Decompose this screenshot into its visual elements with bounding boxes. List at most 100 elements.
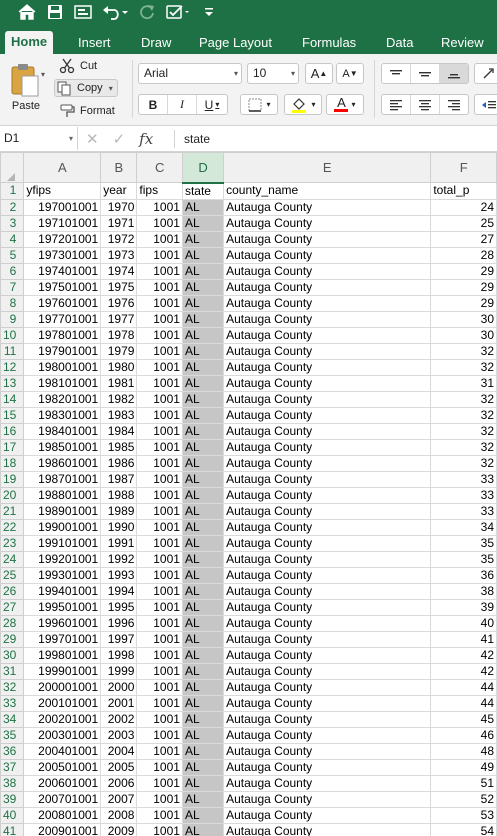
cell-c[interactable]: 1001 [136, 262, 183, 280]
cell-b1[interactable]: year [100, 182, 138, 200]
cell-a[interactable]: 198701001 [23, 470, 102, 488]
cell-f[interactable]: 38 [430, 582, 497, 600]
cell-f[interactable]: 51 [430, 774, 497, 792]
cell-b[interactable]: 1988 [100, 486, 138, 504]
row-header[interactable]: 37 [0, 758, 25, 776]
cell-c[interactable]: 1001 [136, 438, 183, 456]
row-header[interactable]: 39 [0, 790, 25, 808]
cell-d[interactable]: AL [181, 630, 225, 648]
tab-draw[interactable]: Draw [141, 35, 172, 50]
edit-checkmark-icon[interactable] [164, 1, 192, 23]
cell-a[interactable]: 197801001 [23, 326, 102, 344]
cell-b[interactable]: 1991 [100, 534, 138, 552]
underline-button[interactable]: U ▾ [204, 97, 220, 112]
cell-e[interactable]: Autauga County [223, 694, 432, 712]
cell-c[interactable]: 1001 [136, 518, 183, 536]
cell-c[interactable]: 1001 [136, 454, 183, 472]
row-header[interactable]: 9 [0, 310, 25, 328]
cell-c[interactable]: 1001 [136, 822, 183, 836]
present-icon[interactable] [72, 1, 94, 23]
cell-c[interactable]: 1001 [136, 214, 183, 232]
cell-f[interactable]: 32 [430, 342, 497, 360]
cell-b[interactable]: 1993 [100, 566, 138, 584]
cell-a[interactable]: 200101001 [23, 694, 102, 712]
decrease-font-size-button[interactable]: A ▼ [336, 63, 364, 84]
cell-a[interactable]: 200701001 [23, 790, 102, 808]
cell-e[interactable]: Autauga County [223, 326, 432, 344]
cell-d[interactable]: AL [181, 470, 225, 488]
cell-b[interactable]: 1974 [100, 262, 138, 280]
cell-a[interactable]: 200801001 [23, 806, 102, 824]
cell-b[interactable]: 1976 [100, 294, 138, 312]
cell-b[interactable]: 2005 [100, 758, 138, 776]
cell-d[interactable]: AL [181, 582, 225, 600]
cell-a1[interactable]: yfips [23, 182, 102, 200]
cell-c[interactable]: 1001 [136, 390, 183, 408]
cell-f[interactable]: 32 [430, 358, 497, 376]
cell-e[interactable]: Autauga County [223, 422, 432, 440]
cell-a[interactable]: 199301001 [23, 566, 102, 584]
font-name-select[interactable]: Arial ▾ [138, 63, 242, 84]
cell-b[interactable]: 1970 [100, 198, 138, 216]
cell-f[interactable]: 32 [430, 454, 497, 472]
cell-d[interactable]: AL [181, 486, 225, 504]
row-header[interactable]: 35 [0, 726, 25, 744]
spreadsheet-grid[interactable]: A B C D E F 1 yfips year fips state coun… [0, 152, 497, 836]
cell-e[interactable]: Autauga County [223, 790, 432, 808]
customize-toolbar-icon[interactable] [198, 1, 220, 23]
cell-b[interactable]: 1998 [100, 646, 138, 664]
decrease-indent-button[interactable] [474, 94, 497, 115]
tab-data[interactable]: Data [386, 35, 414, 50]
cell-a[interactable]: 197701001 [23, 310, 102, 328]
cell-f[interactable]: 36 [430, 566, 497, 584]
cell-a[interactable]: 198501001 [23, 438, 102, 456]
cell-b[interactable]: 1981 [100, 374, 138, 392]
name-box[interactable]: D1 ▾ [0, 127, 78, 150]
cell-d[interactable]: AL [181, 646, 225, 664]
paste-dropdown-icon[interactable]: ▾ [41, 70, 46, 79]
cell-d[interactable]: AL [181, 310, 225, 328]
cell-b[interactable]: 2000 [100, 678, 138, 696]
cell-f[interactable]: 24 [430, 198, 497, 216]
cell-e[interactable]: Autauga County [223, 502, 432, 520]
cell-d1-active[interactable]: state [181, 182, 225, 200]
column-header-f[interactable]: F [430, 152, 497, 183]
cell-a[interactable]: 199701001 [23, 630, 102, 648]
cell-a[interactable]: 198901001 [23, 502, 102, 520]
row-header[interactable]: 7 [0, 278, 25, 296]
cell-a[interactable]: 198201001 [23, 390, 102, 408]
tab-formulas[interactable]: Formulas [302, 35, 357, 50]
cell-c[interactable]: 1001 [136, 710, 183, 728]
cell-d[interactable]: AL [181, 598, 225, 616]
row-header[interactable]: 26 [0, 582, 25, 600]
tab-home[interactable]: Home [5, 31, 54, 54]
cell-b[interactable]: 1989 [100, 502, 138, 520]
cell-d[interactable]: AL [181, 806, 225, 824]
cell-f[interactable]: 40 [430, 614, 497, 632]
cell-d[interactable]: AL [181, 374, 225, 392]
cell-e[interactable]: Autauga County [223, 262, 432, 280]
cell-c[interactable]: 1001 [136, 726, 183, 744]
undo-icon[interactable] [100, 1, 130, 23]
cell-f[interactable]: 54 [430, 822, 497, 836]
cell-d[interactable]: AL [181, 230, 225, 248]
cell-e[interactable]: Autauga County [223, 214, 432, 232]
cell-e[interactable]: Autauga County [223, 310, 432, 328]
cell-c[interactable]: 1001 [136, 198, 183, 216]
cell-f[interactable]: 48 [430, 742, 497, 760]
cell-f[interactable]: 29 [430, 294, 497, 312]
cell-b[interactable]: 1992 [100, 550, 138, 568]
cell-a[interactable]: 199101001 [23, 534, 102, 552]
formula-input[interactable]: state [184, 132, 211, 146]
row-header[interactable]: 22 [0, 518, 25, 536]
column-header-a[interactable]: A [23, 152, 102, 183]
cell-d[interactable]: AL [181, 774, 225, 792]
tab-review[interactable]: Review [441, 35, 484, 50]
cell-a[interactable]: 200501001 [23, 758, 102, 776]
cell-c[interactable]: 1001 [136, 358, 183, 376]
column-header-b[interactable]: B [100, 152, 138, 183]
format-painter-button[interactable]: Format [58, 102, 115, 120]
cell-d[interactable]: AL [181, 822, 225, 836]
tab-insert[interactable]: Insert [78, 35, 111, 50]
cell-d[interactable]: AL [181, 694, 225, 712]
